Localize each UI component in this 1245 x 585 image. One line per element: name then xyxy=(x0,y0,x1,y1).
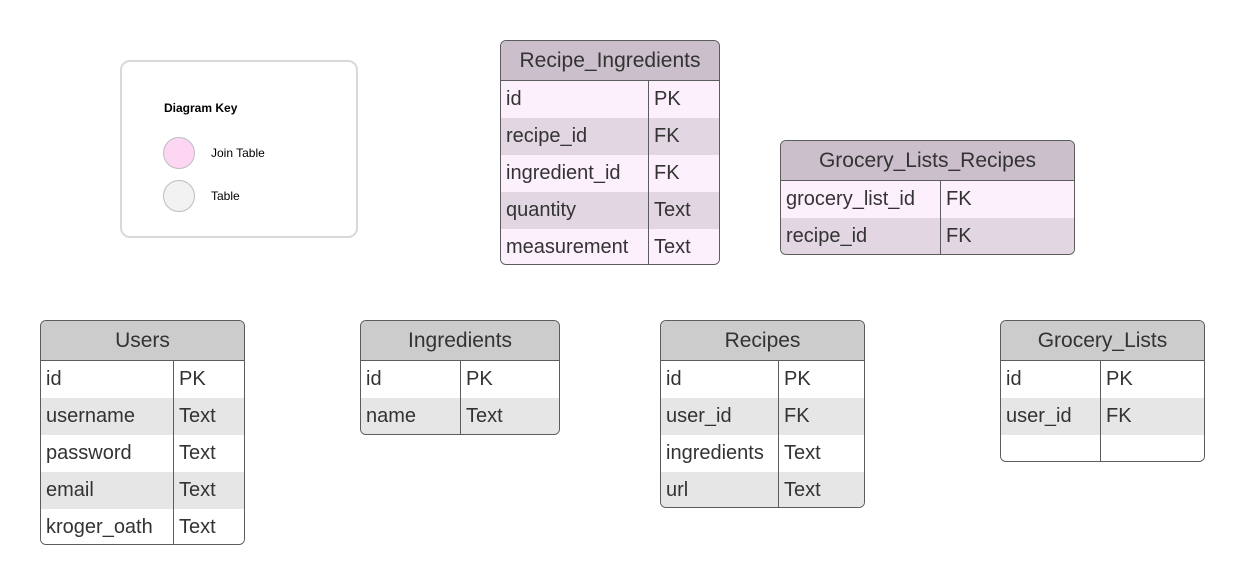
column-type: Text xyxy=(179,405,216,427)
table-row: user_id FK xyxy=(1001,398,1204,435)
column-name: ingredients xyxy=(661,435,779,472)
column-type: Text xyxy=(654,199,691,221)
column-name: grocery_list_id xyxy=(781,181,941,218)
table-row: quantity Text xyxy=(501,192,719,229)
table-row: grocery_list_id FK xyxy=(781,181,1074,218)
key-item-label: Join Table xyxy=(211,146,265,160)
table-row: id PK xyxy=(501,81,719,118)
column-type: FK xyxy=(946,188,972,210)
column-name: user_id xyxy=(661,398,779,435)
table-grocery-lists-recipes: Grocery_Lists_Recipes grocery_list_id FK re… xyxy=(780,140,1075,255)
table-row: id PK xyxy=(661,361,864,398)
table-recipe-ingredients: Recipe_Ingredients id PK recipe_id FK ingredi… xyxy=(500,40,720,265)
table-row: measurement Text xyxy=(501,229,719,264)
table-ingredients: Ingredients id PK name Text xyxy=(360,320,560,435)
column-name: kroger_oath xyxy=(41,509,174,544)
table-title: Ingredients xyxy=(361,321,559,361)
column-type: FK xyxy=(946,225,972,247)
column-type: Text xyxy=(179,479,216,501)
table-recipes: Recipes id PK user_id FK ingredients Text url Te… xyxy=(660,320,865,508)
table-row: ingredients Text xyxy=(661,435,864,472)
column-name: id xyxy=(361,361,461,398)
join-table-swatch xyxy=(163,137,195,169)
column-name: email xyxy=(41,472,174,509)
table-title: Grocery_Lists xyxy=(1001,321,1204,361)
column-name: id xyxy=(501,81,649,118)
table-row: recipe_id FK xyxy=(781,218,1074,254)
table-title: Recipe_Ingredients xyxy=(501,41,719,81)
column-name: recipe_id xyxy=(501,118,649,155)
column-name: name xyxy=(361,398,461,434)
table-row: name Text xyxy=(361,398,559,434)
column-name: id xyxy=(41,361,174,398)
column-name: user_id xyxy=(1001,398,1101,435)
table-row: id PK xyxy=(1001,361,1204,398)
column-type: Text xyxy=(654,236,691,258)
table-grocery-lists: Grocery_Lists id PK user_id FK xyxy=(1000,320,1205,462)
column-type: PK xyxy=(466,368,493,390)
table-row: recipe_id FK xyxy=(501,118,719,155)
table-row: url Text xyxy=(661,472,864,507)
column-type: Text xyxy=(466,405,503,427)
diagram-key-title: Diagram Key xyxy=(164,101,238,115)
table-row: id PK xyxy=(361,361,559,398)
key-item-label: Table xyxy=(211,189,240,203)
key-item-table: Table xyxy=(163,179,240,213)
table-row: password Text xyxy=(41,435,244,472)
table-title: Users xyxy=(41,321,244,361)
table-row: email Text xyxy=(41,472,244,509)
column-name: recipe_id xyxy=(781,218,941,254)
column-type xyxy=(1101,435,1204,461)
column-name: quantity xyxy=(501,192,649,229)
column-name: measurement xyxy=(501,229,649,264)
column-name: id xyxy=(1001,361,1101,398)
column-type: FK xyxy=(654,125,680,147)
column-type: PK xyxy=(1106,368,1133,390)
column-type: PK xyxy=(784,368,811,390)
table-users: Users id PK username Text password Text email Te… xyxy=(40,320,245,545)
table-row: id PK xyxy=(41,361,244,398)
column-name: url xyxy=(661,472,779,507)
table-row: ingredient_id FK xyxy=(501,155,719,192)
column-type: Text xyxy=(179,516,216,538)
table-row: username Text xyxy=(41,398,244,435)
table-row: kroger_oath Text xyxy=(41,509,244,544)
column-name: id xyxy=(661,361,779,398)
column-name: username xyxy=(41,398,174,435)
table-row xyxy=(1001,435,1204,461)
table-row: user_id FK xyxy=(661,398,864,435)
column-type: FK xyxy=(784,405,810,427)
column-name xyxy=(1001,435,1101,461)
key-item-join-table: Join Table xyxy=(163,136,265,170)
column-name: ingredient_id xyxy=(501,155,649,192)
column-type: FK xyxy=(654,162,680,184)
column-type: Text xyxy=(784,442,821,464)
column-type: Text xyxy=(784,479,821,501)
column-type: Text xyxy=(179,442,216,464)
table-swatch xyxy=(163,180,195,212)
column-type: PK xyxy=(179,368,206,390)
table-title: Grocery_Lists_Recipes xyxy=(781,141,1074,181)
column-type: FK xyxy=(1106,405,1132,427)
column-name: password xyxy=(41,435,174,472)
diagram-key: Diagram Key Join Table Table xyxy=(120,60,358,238)
column-type: PK xyxy=(654,88,681,110)
table-title: Recipes xyxy=(661,321,864,361)
